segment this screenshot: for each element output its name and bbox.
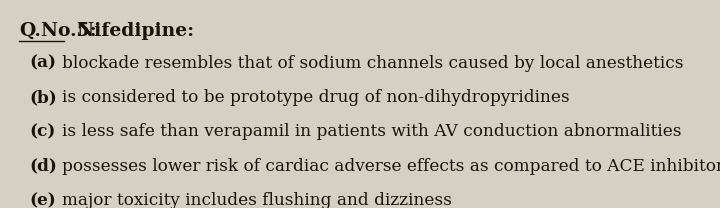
Text: (e): (e) bbox=[30, 192, 57, 208]
Text: (b): (b) bbox=[30, 89, 58, 106]
Text: is less safe than verapamil in patients with AV conduction abnormalities: is less safe than verapamil in patients … bbox=[63, 123, 682, 140]
Text: (a): (a) bbox=[30, 55, 57, 72]
Text: Nifedipine:: Nifedipine: bbox=[64, 22, 194, 40]
Text: blockade resembles that of sodium channels caused by local anesthetics: blockade resembles that of sodium channe… bbox=[63, 55, 684, 72]
Text: (d): (d) bbox=[30, 158, 58, 175]
Text: major toxicity includes flushing and dizziness: major toxicity includes flushing and diz… bbox=[63, 192, 452, 208]
Text: is considered to be prototype drug of non-dihydropyridines: is considered to be prototype drug of no… bbox=[63, 89, 570, 106]
Text: Q.No.5:: Q.No.5: bbox=[19, 22, 96, 40]
Text: possesses lower risk of cardiac adverse effects as compared to ACE inhibitors: possesses lower risk of cardiac adverse … bbox=[63, 158, 720, 175]
Text: (c): (c) bbox=[30, 123, 56, 140]
